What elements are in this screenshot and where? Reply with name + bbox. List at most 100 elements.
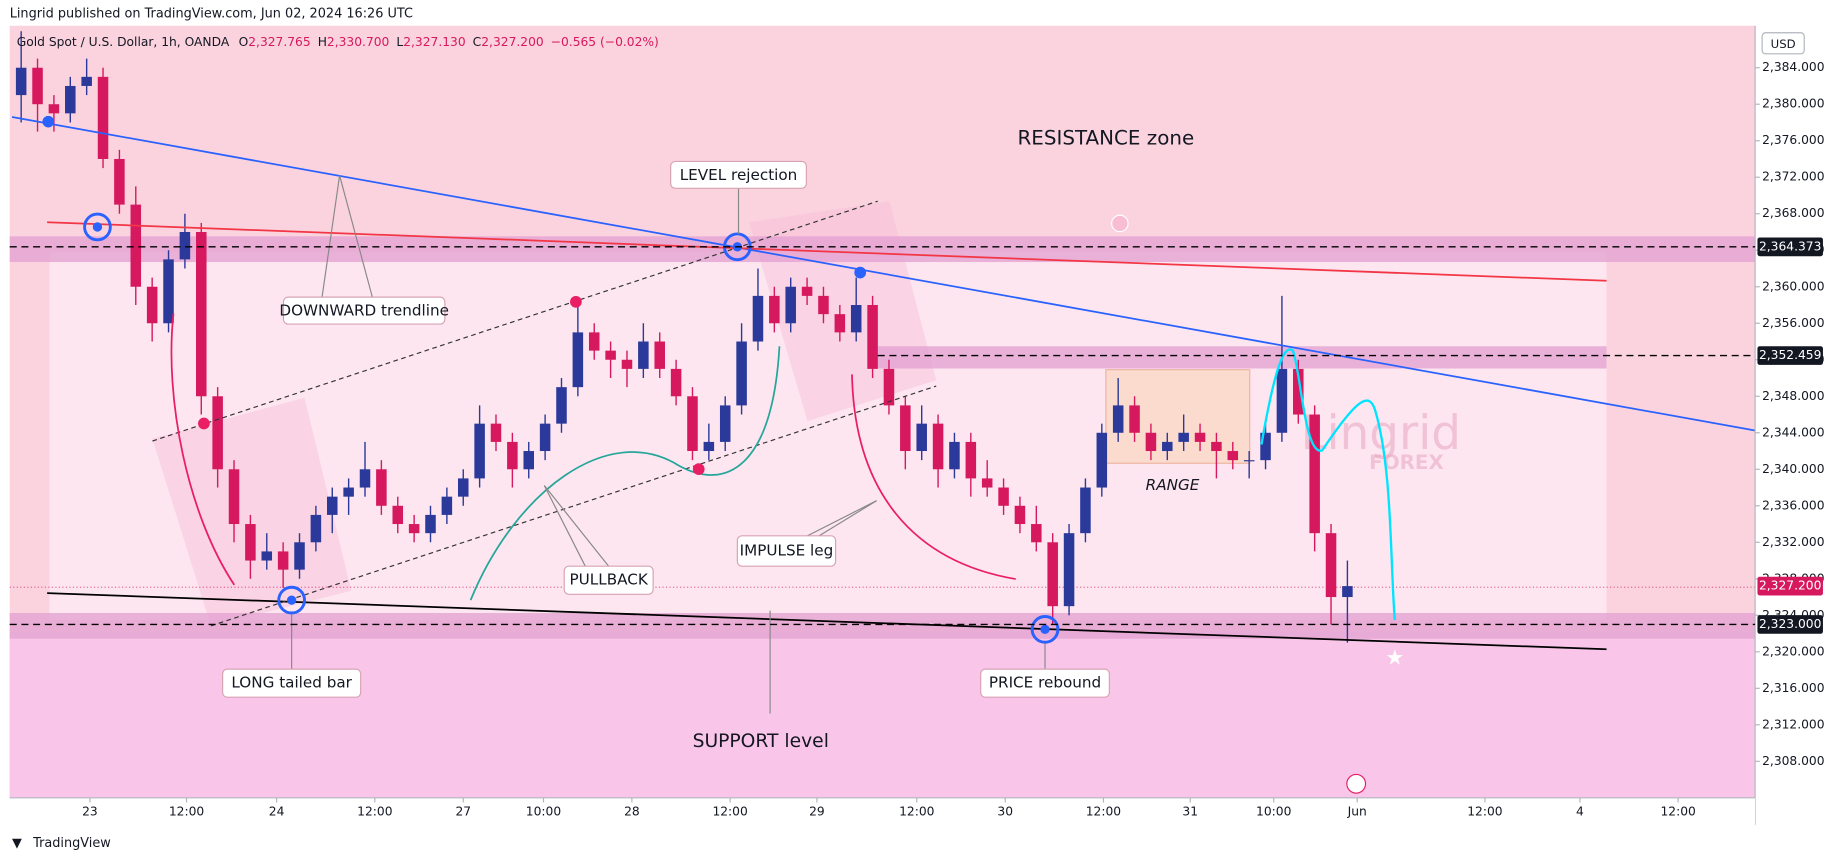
symbol-line: Gold Spot / U.S. Dollar, 1h, OANDA O2,327… xyxy=(17,35,659,49)
candle-body xyxy=(1162,441,1173,452)
level-tag xyxy=(1757,237,1823,257)
arrow xyxy=(170,313,236,586)
candle-body xyxy=(1325,533,1337,598)
level-tag xyxy=(1757,615,1823,634)
event-icon xyxy=(1346,773,1367,794)
candle-body xyxy=(507,441,518,470)
candle-body xyxy=(294,542,305,570)
x-tick-label: 10:00 xyxy=(1256,804,1291,818)
x-tick-label: 28 xyxy=(624,804,640,818)
resistance-band xyxy=(9,236,1756,263)
candle-body xyxy=(867,305,878,369)
x-tick-label: 31 xyxy=(1182,804,1198,818)
x-tick-label: 12:00 xyxy=(1086,804,1121,818)
annotation-box xyxy=(222,668,362,698)
annotation: SUPPORT level xyxy=(693,731,829,752)
level-tag xyxy=(1757,346,1823,365)
candle-body xyxy=(1309,414,1320,534)
candle-body xyxy=(1227,451,1239,461)
candle-body xyxy=(1342,586,1353,598)
candle-body xyxy=(670,368,682,397)
candle-body xyxy=(245,524,256,561)
candle-body xyxy=(1014,505,1026,525)
candle-body xyxy=(277,551,289,570)
candle-body xyxy=(1047,542,1058,607)
annotation: LEVEL rejection xyxy=(680,166,798,184)
annotation: RANGE xyxy=(1146,476,1200,494)
x-tick-label: 4 xyxy=(1576,804,1584,818)
quote: L xyxy=(396,35,403,49)
annotation-box xyxy=(282,296,446,325)
candle-body xyxy=(1276,368,1288,433)
candle-body xyxy=(326,496,338,515)
currency-box xyxy=(1761,32,1805,55)
candle-body xyxy=(932,423,944,470)
x-tick-label: 29 xyxy=(809,804,825,818)
x-tick-label: Jun xyxy=(1347,804,1367,818)
candle-body xyxy=(81,76,92,86)
candle-body xyxy=(65,85,76,114)
candle-body xyxy=(1145,432,1157,452)
arrow xyxy=(469,346,781,601)
candle-body xyxy=(556,387,567,424)
quote: Gold Spot / U.S. Dollar, 1h, OANDA xyxy=(17,35,230,49)
currency: USD xyxy=(1771,37,1796,51)
annotation-box xyxy=(736,535,837,567)
quote: 2,327.200 xyxy=(481,35,543,49)
candle-body xyxy=(1096,432,1108,488)
candle-body xyxy=(965,441,977,479)
time-axis xyxy=(9,797,1756,825)
y-tick-label: 2,320.000 xyxy=(1762,644,1824,658)
candle-body xyxy=(818,295,829,315)
candle-body xyxy=(457,478,469,497)
arrow xyxy=(851,374,1016,580)
candle-body xyxy=(179,231,191,260)
quote: 2,327.765 xyxy=(248,35,310,49)
annotation: PRICE rebound xyxy=(989,674,1101,692)
candle-body xyxy=(97,76,109,159)
candles xyxy=(15,31,1353,643)
candle-body xyxy=(638,341,649,369)
candle-body xyxy=(916,423,927,452)
y-tick-label: 2,376.000 xyxy=(1762,133,1824,147)
x-tick-label: 30 xyxy=(997,804,1013,818)
watermark: FOREX xyxy=(1369,451,1444,474)
candle-body xyxy=(621,359,633,369)
candle-body xyxy=(212,396,223,470)
candle-body xyxy=(425,514,436,534)
level-label: 2,352.459 xyxy=(1759,348,1821,362)
y-tick-label: 2,384.000 xyxy=(1762,60,1824,74)
candle-body xyxy=(392,505,404,525)
projection xyxy=(1260,348,1396,621)
y-tick-label: 2,332.000 xyxy=(1762,535,1824,549)
y-tick-label: 2,312.000 xyxy=(1762,717,1824,731)
dots xyxy=(42,115,1050,635)
candle-body xyxy=(1211,441,1222,452)
candle-body xyxy=(1080,487,1091,534)
candle-body xyxy=(1260,432,1271,461)
candle-body xyxy=(1031,524,1042,543)
last-price-label: 2,327.200 xyxy=(1759,579,1821,593)
candle-body xyxy=(949,441,960,470)
annotation-box xyxy=(980,668,1110,698)
candle-body xyxy=(1112,405,1124,433)
event-icon xyxy=(1111,214,1129,233)
annotation: PULLBACK xyxy=(570,571,649,589)
candle-body xyxy=(572,332,584,388)
quote: H xyxy=(318,35,327,49)
y-tick-label: 2,344.000 xyxy=(1762,425,1824,439)
level-label: 2,364.373 xyxy=(1759,239,1821,253)
candle-body xyxy=(114,158,125,205)
x-tick-label: 12:00 xyxy=(1467,804,1502,818)
candle-body xyxy=(376,469,387,506)
y-tick-label: 2,372.000 xyxy=(1762,170,1824,184)
candle-body xyxy=(228,469,240,525)
candle-body xyxy=(1194,432,1206,442)
level-label: 2,323.000 xyxy=(1759,617,1821,631)
price-axis xyxy=(1755,25,1835,798)
x-tick-label: 10:00 xyxy=(526,804,561,818)
candle-body xyxy=(687,396,698,452)
quote: −0.565 (−0.02%) xyxy=(551,35,659,49)
candle-body xyxy=(539,423,551,452)
